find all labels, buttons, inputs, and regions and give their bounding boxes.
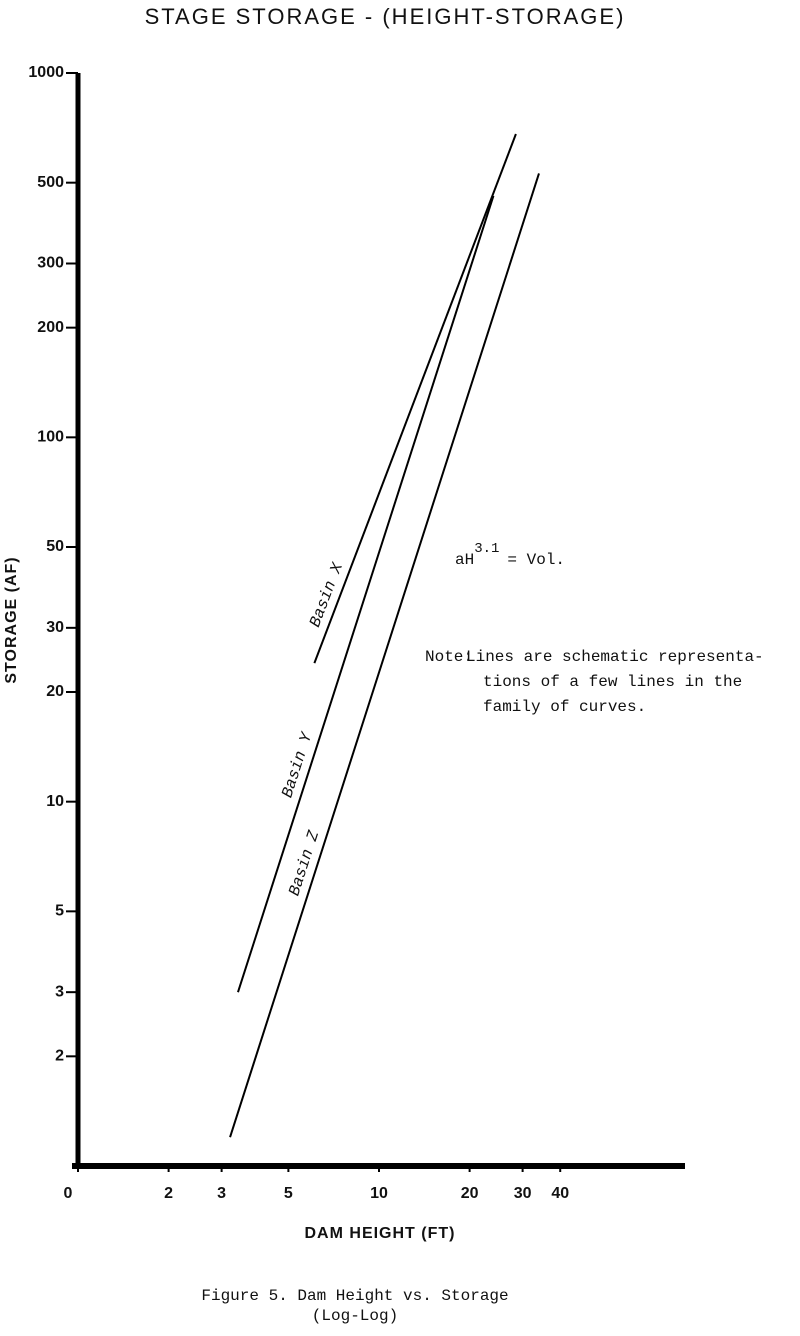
chart-title: STAGE STORAGE - (HEIGHT-STORAGE) (145, 4, 626, 29)
formula: aH3.1 = Vol. (455, 541, 565, 570)
y-tick-label: 30 (46, 619, 64, 636)
x-tick-label: 3 (217, 1185, 226, 1202)
x-tick-label: 10 (370, 1185, 388, 1202)
caption: (Log-Log) (312, 1307, 398, 1325)
note-label: Note: (425, 648, 473, 666)
x-tick-label: 30 (514, 1185, 532, 1202)
y-tick-label: 2 (55, 1048, 64, 1065)
y-tick-label: 1000 (28, 64, 64, 81)
y-tick-label: 100 (37, 429, 64, 446)
y-tick-label: 200 (37, 319, 64, 336)
series-line (237, 195, 495, 993)
formula-exponent: 3.1 (474, 541, 499, 557)
series-line (313, 133, 517, 664)
y-tick-label: 300 (37, 255, 64, 272)
y-tick-label: 500 (37, 174, 64, 191)
y-tick-label: 10 (46, 793, 64, 810)
x-tick-label: 20 (461, 1185, 479, 1202)
x-tick-label: 0 (64, 1185, 73, 1202)
x-axis-label: DAM HEIGHT (FT) (305, 1225, 456, 1242)
formula-rest: = Vol. (507, 551, 565, 569)
x-tick-label: 5 (284, 1185, 293, 1202)
y-axis-label: STORAGE (AF) (3, 556, 20, 683)
note-line: family of curves. (483, 698, 646, 716)
caption: Figure 5. Dam Height vs. Storage (201, 1287, 508, 1305)
note-line: tions of a few lines in the (483, 673, 742, 691)
y-tick-label: 5 (55, 903, 64, 920)
y-tick-label: 20 (46, 683, 64, 700)
series-line (229, 173, 540, 1138)
note-line: Lines are schematic representa- (466, 648, 764, 666)
x-tick-label: 2 (164, 1185, 173, 1202)
y-tick-label: 3 (55, 983, 64, 1000)
formula-base: aH (455, 551, 474, 569)
y-tick-label: 50 (46, 538, 64, 555)
x-tick-label: 40 (551, 1185, 569, 1202)
